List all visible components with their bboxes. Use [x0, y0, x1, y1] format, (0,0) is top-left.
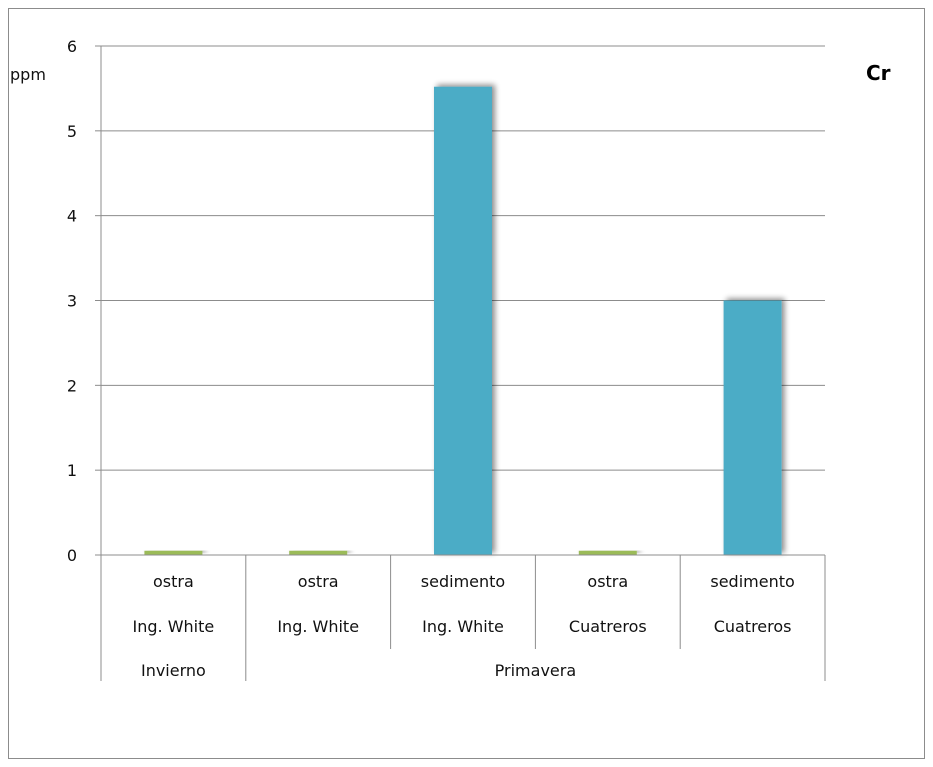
x-group-label: Primavera — [495, 661, 576, 680]
y-tick-label: 1 — [67, 461, 77, 480]
x-subcategory-label: Cuatreros — [714, 617, 792, 636]
bars — [144, 86, 782, 555]
y-tick-label: 3 — [67, 292, 77, 311]
x-subcategory-label: Ing. White — [422, 617, 504, 636]
bar — [289, 550, 348, 555]
bar — [434, 86, 492, 555]
x-category-label: ostra — [153, 572, 194, 591]
y-tick-label: 2 — [67, 376, 77, 395]
bar — [578, 550, 637, 555]
y-tick-label: 0 — [67, 546, 77, 565]
bar — [723, 300, 782, 555]
y-tick-label: 5 — [67, 122, 77, 141]
x-subcategory-label: Ing. White — [277, 617, 359, 636]
y-axis-unit-label: ppm — [10, 65, 46, 84]
x-category-label: ostra — [587, 572, 628, 591]
x-subcategory-label: Ing. White — [133, 617, 215, 636]
x-group-label: Invierno — [141, 661, 206, 680]
x-category-label: ostra — [298, 572, 339, 591]
labels: 0 1 2 3 4 5 6 ostra Ing. White ostra Ing. White sed… — [67, 37, 795, 680]
y-tick-label: 4 — [67, 207, 77, 226]
y-tick-label: 6 — [67, 37, 77, 56]
bar — [144, 550, 203, 555]
x-category-label: sedimento — [710, 572, 794, 591]
x-subcategory-label: Cuatreros — [569, 617, 647, 636]
chart-title: Cr — [866, 61, 891, 85]
axes — [95, 45, 826, 681]
x-category-label: sedimento — [421, 572, 505, 591]
